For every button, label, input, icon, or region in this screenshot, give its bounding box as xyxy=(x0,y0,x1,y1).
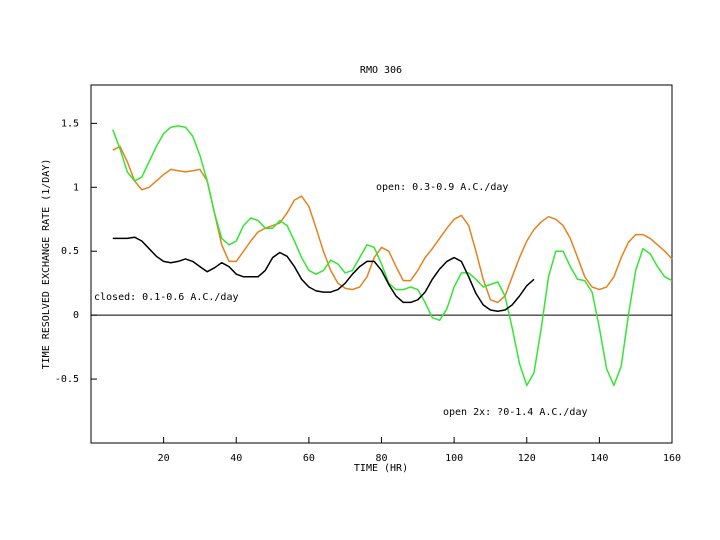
x-tick-label: 40 xyxy=(230,453,242,464)
y-tick-label: 0.5 xyxy=(61,246,79,257)
annotation: closed: 0.1-0.6 A.C./day xyxy=(94,292,239,303)
annotation: open: 0.3-0.9 A.C./day xyxy=(376,182,508,193)
x-tick-label: 60 xyxy=(303,453,315,464)
x-axis-label: TIME (HR) xyxy=(354,463,408,474)
y-axis-label: TIME RESOLVED EXCHANGE RATE (1/DAY) xyxy=(41,159,52,370)
y-tick-label: -0.5 xyxy=(55,374,79,385)
y-tick-label: 1.5 xyxy=(61,118,79,129)
x-tick-label: 20 xyxy=(158,453,170,464)
chart-title: RMO 306 xyxy=(360,65,402,76)
y-tick-label: 1 xyxy=(73,182,79,193)
y-tick-label: 0 xyxy=(73,310,79,321)
x-tick-label: 140 xyxy=(590,453,608,464)
annotation: open 2x: ?0-1.4 A.C./day xyxy=(443,407,588,418)
data-line xyxy=(112,236,535,313)
x-tick-label: 120 xyxy=(518,453,536,464)
x-tick-label: 160 xyxy=(663,453,681,464)
data-line xyxy=(112,125,673,387)
x-tick-label: 80 xyxy=(375,453,387,464)
data-line xyxy=(112,145,673,304)
x-tick-label: 100 xyxy=(445,453,463,464)
